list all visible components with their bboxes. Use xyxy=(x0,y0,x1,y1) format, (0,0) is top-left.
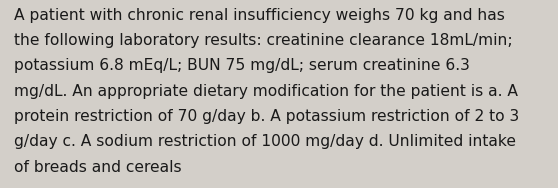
Text: of breads and cereals: of breads and cereals xyxy=(14,160,181,175)
Text: protein restriction of 70 g/day b. A potassium restriction of 2 to 3: protein restriction of 70 g/day b. A pot… xyxy=(14,109,519,124)
Text: g/day c. A sodium restriction of 1000 mg/day d. Unlimited intake: g/day c. A sodium restriction of 1000 mg… xyxy=(14,134,516,149)
Text: the following laboratory results: creatinine clearance 18mL/min;: the following laboratory results: creati… xyxy=(14,33,513,48)
Text: A patient with chronic renal insufficiency weighs 70 kg and has: A patient with chronic renal insufficien… xyxy=(14,8,505,23)
Text: mg/dL. An appropriate dietary modification for the patient is a. A: mg/dL. An appropriate dietary modificati… xyxy=(14,84,518,99)
Text: potassium 6.8 mEq/L; BUN 75 mg/dL; serum creatinine 6.3: potassium 6.8 mEq/L; BUN 75 mg/dL; serum… xyxy=(14,58,470,73)
